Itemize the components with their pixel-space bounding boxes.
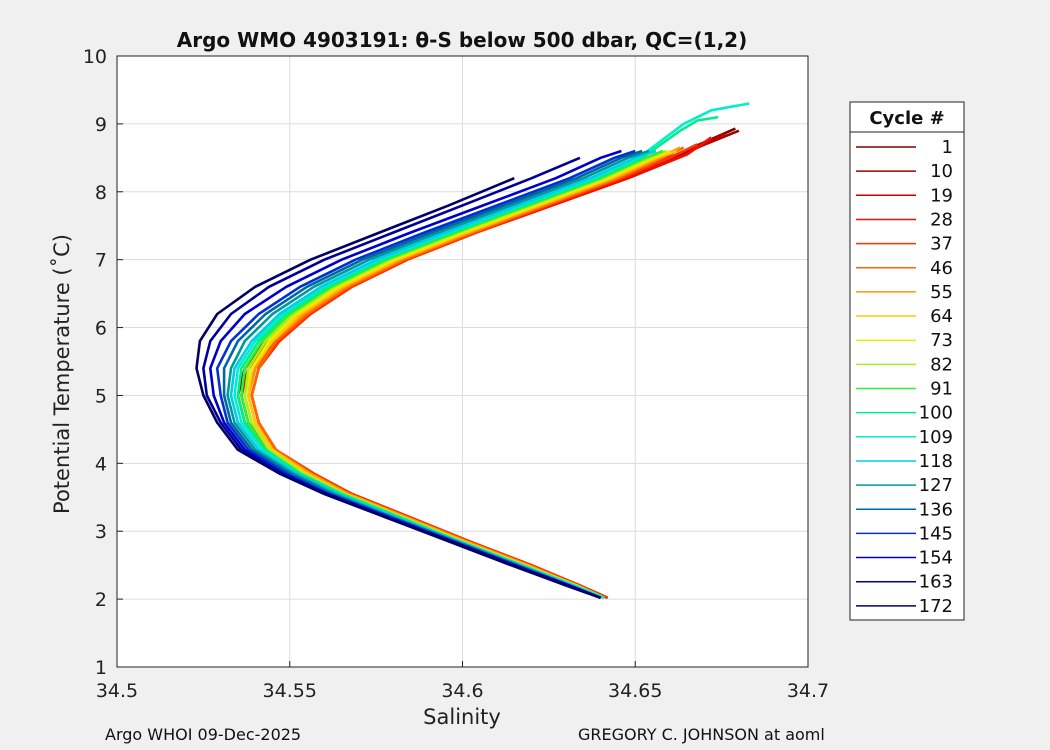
footer-right: GREGORY C. JOHNSON at aoml [578,725,825,744]
legend-label-cycle-82: 82 [930,354,953,375]
legend-label-cycle-64: 64 [930,306,953,327]
legend-label-cycle-154: 154 [919,548,953,569]
chart-title: Argo WMO 4903191: θ-S below 500 dbar, QC… [177,28,747,52]
legend-label-cycle-100: 100 [919,403,953,424]
y-axis-label: Potential Temperature (˚C) [50,234,74,514]
legend-label-cycle-55: 55 [930,282,953,303]
x-tick-label: 34.55 [263,680,317,702]
y-tick-label: 9 [95,114,107,136]
series-line-cycle-172 [195,176,602,600]
y-tick-label: 10 [83,46,107,68]
legend-label-cycle-19: 19 [930,185,953,206]
y-tick-label: 6 [95,318,107,340]
x-tick-label: 34.65 [608,680,662,702]
legend-label-cycle-118: 118 [919,451,953,472]
x-tick-label: 34.6 [441,680,483,702]
legend-label-cycle-145: 145 [919,523,953,544]
y-axis-ticks: 1 2 3 4 5 6 7 8 9 10 [83,46,123,679]
legend-label-cycle-127: 127 [919,475,953,496]
y-tick-label: 5 [95,385,107,407]
legend-items: 1 10 19 28 37 46 55 64 73 82 91 100 109 118 127 136 145 1… [856,137,953,617]
legend-label-cycle-109: 109 [919,427,953,448]
legend: Cycle # 1 10 19 28 37 46 55 64 73 82 91 100 109 118 12… [849,101,965,621]
x-tick-label: 34.7 [787,680,829,702]
series-layer [195,102,750,600]
y-tick-label: 1 [95,657,107,679]
x-axis-ticks: 34.5 34.55 34.6 34.65 34.7 [96,661,829,702]
legend-label-cycle-37: 37 [930,234,953,255]
legend-label-cycle-136: 136 [919,499,953,520]
legend-label-cycle-163: 163 [919,572,953,593]
footer-left: Argo WHOI 09-Dec-2025 [105,725,302,744]
y-tick-label: 2 [95,589,107,611]
y-tick-label: 8 [95,182,107,204]
legend-label-cycle-10: 10 [930,161,953,182]
y-tick-label: 3 [95,521,107,543]
x-tick-label: 34.5 [96,680,138,702]
legend-label-cycle-91: 91 [930,379,953,400]
legend-title: Cycle # [869,108,944,129]
y-tick-label: 4 [95,453,107,475]
legend-label-cycle-46: 46 [930,258,953,279]
legend-label-cycle-73: 73 [930,330,953,351]
x-axis-label: Salinity [423,705,501,729]
y-tick-label: 7 [95,250,107,272]
legend-label-cycle-1: 1 [942,137,953,158]
legend-label-cycle-28: 28 [930,209,953,230]
legend-label-cycle-172: 172 [919,596,953,617]
